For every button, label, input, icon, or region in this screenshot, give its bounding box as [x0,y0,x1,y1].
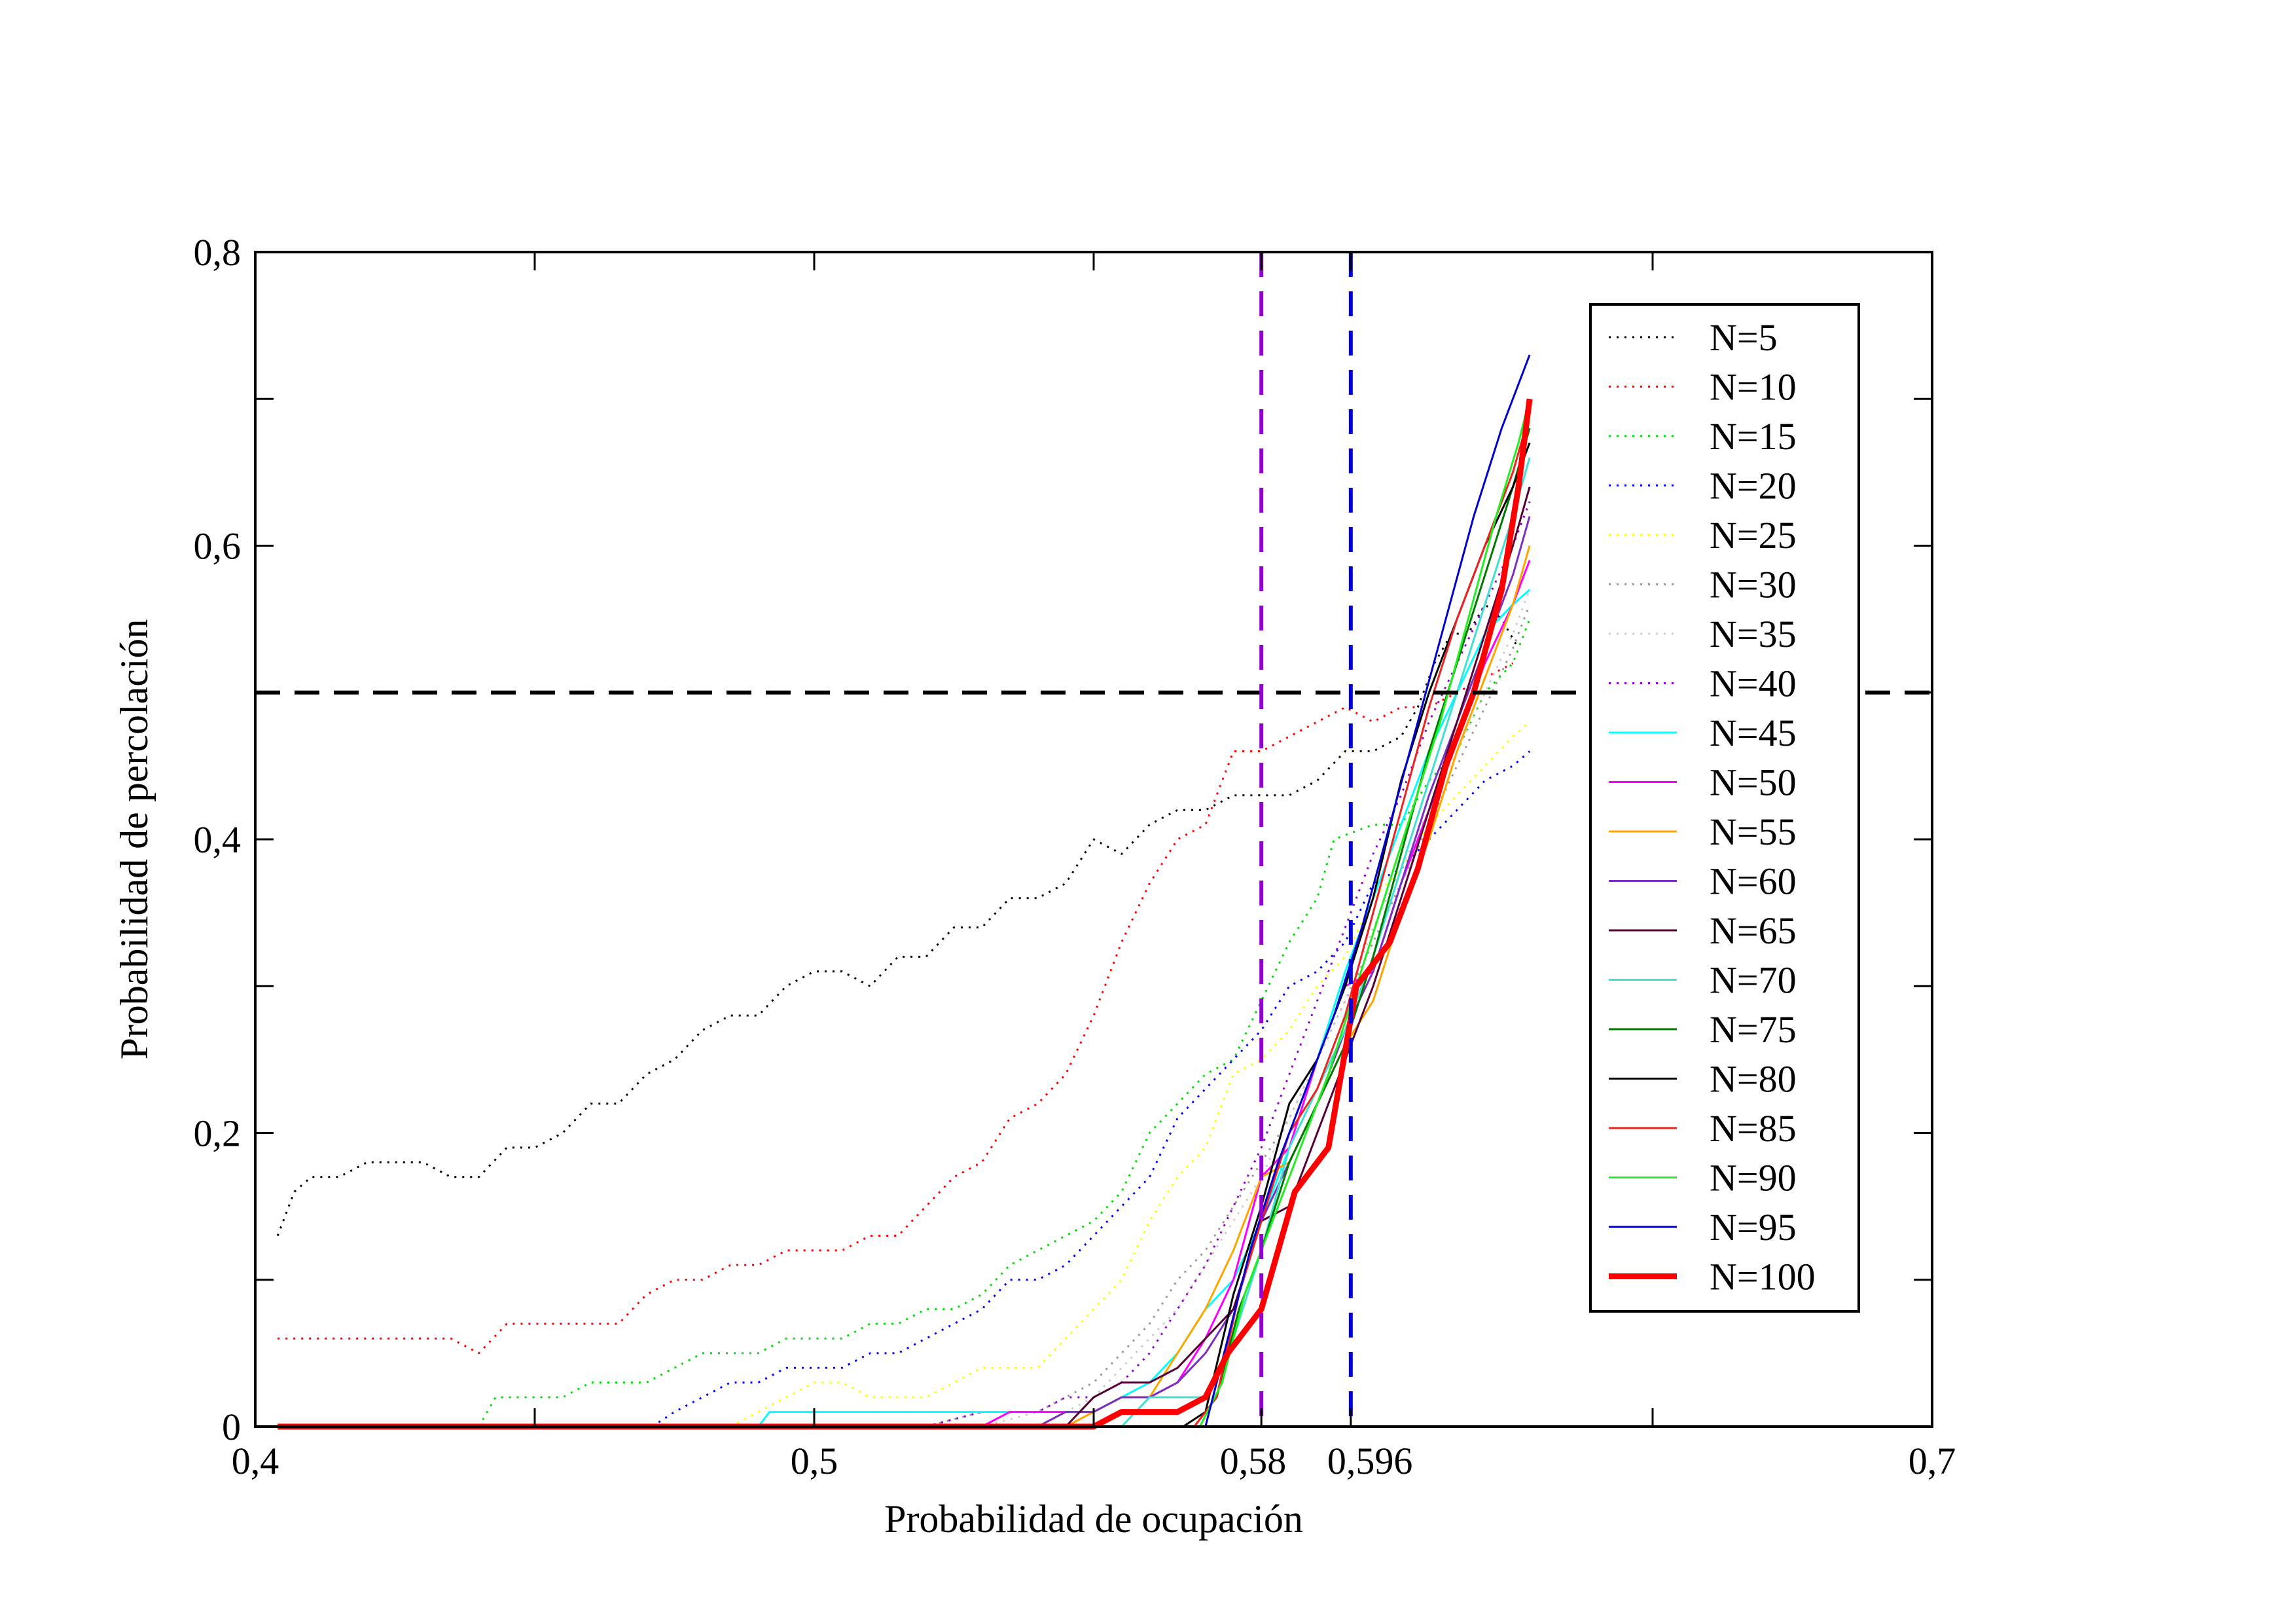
legend-label-n-100: N=100 [1710,1256,1816,1298]
legend-label-n-45: N=45 [1710,712,1797,754]
legend-items: N=5 N=10 N=15 N=20 N=25 N=30 N=35 N=40 N=45 N=50 N… [1609,316,1816,1298]
series-layer [276,354,1533,1430]
series-line-n-80 [1182,442,1531,1428]
y-tick-label: 0,6 [194,525,242,568]
series-line-n-25 [730,721,1531,1428]
legend-label-n-95: N=95 [1710,1206,1797,1249]
series-line-n-70 [1121,457,1531,1428]
series-line-n-100 [278,398,1533,1430]
y-tick-label: 0,8 [194,231,242,274]
series-line-n-55 [1037,545,1531,1428]
series-line-n-60 [1037,516,1531,1428]
x-tick-label: 0,5 [791,1440,838,1482]
series-line-n-95 [1183,354,1531,1428]
legend-label-n-85: N=85 [1710,1107,1797,1150]
legend-label-n-40: N=40 [1710,663,1797,705]
series-line-n-40 [925,501,1531,1428]
series-line-n-5 [276,603,1520,1237]
legend-label-n-50: N=50 [1710,761,1797,804]
series-line-n-10 [278,662,1514,1355]
series-line-n-35 [870,589,1531,1428]
legend-label-n-75: N=75 [1710,1008,1797,1051]
y-tick-label: 0 [222,1406,241,1448]
legend-label-n-25: N=25 [1710,514,1797,556]
tick-labels: 0,4 0,5 0,58 0,596 0,7 0 0,2 0,4 0,6 0,8 [194,231,1956,1482]
series-line-n-20 [651,750,1531,1428]
x-tick-label: 0,596 [1327,1440,1412,1482]
x-axis-label: Probabilidad de ocupación [884,1497,1303,1541]
legend-label-n-5: N=5 [1710,316,1778,359]
legend-label-n-35: N=35 [1710,613,1797,655]
series-line-n-15 [478,619,1531,1427]
legend-label-n-30: N=30 [1710,564,1797,606]
x-tick-label: 0,4 [232,1440,279,1482]
legend-label-n-70: N=70 [1710,959,1797,1002]
series-line-n-45 [757,589,1531,1427]
legend-label-n-55: N=55 [1710,811,1797,853]
legend-label-n-10: N=10 [1710,366,1797,409]
y-tick-label: 0,2 [194,1112,242,1155]
y-axis-label: Probabilidad de percolación [113,619,156,1059]
legend: N=5 N=10 N=15 N=20 N=25 N=30 N=35 N=40 N=45 N=50 N… [1589,303,1860,1313]
y-tick-label: 0,4 [194,818,242,861]
legend-label-n-20: N=20 [1710,465,1797,507]
x-tick-label: 0,7 [1909,1440,1956,1482]
series-line-n-30 [814,604,1531,1428]
legend-label-n-80: N=80 [1710,1058,1797,1101]
legend-label-n-15: N=15 [1710,415,1797,458]
series-line-n-65 [1065,486,1531,1428]
series-line-n-90 [1198,398,1531,1427]
x-tick-label: 0,58 [1220,1440,1287,1482]
legend-box [1589,303,1860,1313]
legend-label-n-90: N=90 [1710,1157,1797,1199]
axis-ticks [254,251,1933,1428]
legend-label-n-65: N=65 [1710,909,1797,952]
legend-label-n-60: N=60 [1710,860,1797,903]
